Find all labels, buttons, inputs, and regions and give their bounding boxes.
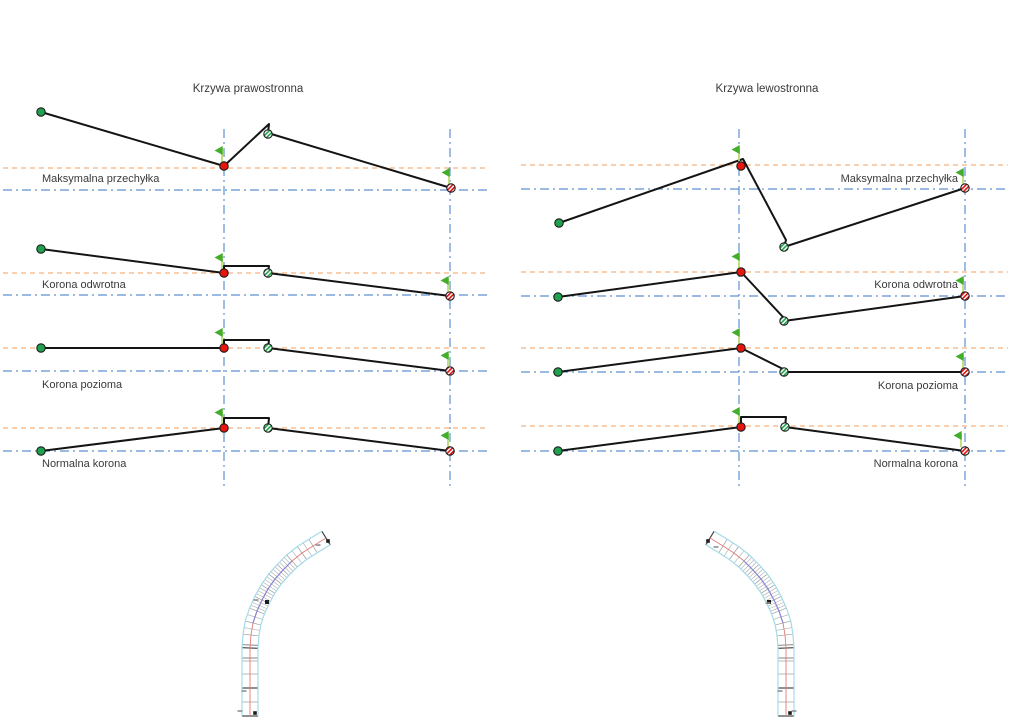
plan-edge-line bbox=[705, 544, 779, 716]
plan-centerline-curve-section bbox=[252, 560, 293, 624]
hatch-red-point-marker bbox=[960, 367, 970, 377]
red-point-marker bbox=[219, 268, 229, 278]
green-point-marker bbox=[36, 244, 46, 254]
green-point-marker bbox=[36, 343, 46, 353]
hatch-green-point-marker bbox=[263, 423, 273, 433]
red-point-marker bbox=[219, 423, 229, 433]
row-label-normal-crown-right-panel: Normalna korona bbox=[873, 458, 958, 470]
plan-end-station-marker bbox=[253, 711, 257, 715]
plan-end-station-marker bbox=[706, 539, 710, 543]
flag-icon bbox=[731, 407, 740, 416]
green-point-marker bbox=[553, 292, 563, 302]
green-point-marker bbox=[553, 367, 563, 377]
flag-icon bbox=[441, 168, 450, 177]
hatch-red-point-marker bbox=[445, 291, 455, 301]
row-label-normal-crown-left-panel: Normalna korona bbox=[42, 458, 127, 470]
green-point-marker bbox=[554, 218, 564, 228]
hatch-red-point-marker bbox=[445, 366, 455, 376]
flag-icon bbox=[440, 431, 449, 440]
row-label-max-cant-right-panel: Maksymalna przechyłka bbox=[840, 173, 958, 185]
flag-icon bbox=[731, 252, 740, 261]
panel-title-right-curve: Krzywa prawostronna bbox=[192, 83, 304, 95]
superelevation-line bbox=[40, 248, 451, 297]
flag-icon bbox=[955, 168, 964, 177]
hatch-green-point-marker bbox=[780, 422, 790, 432]
superelevation-line bbox=[40, 111, 452, 189]
superelevation-line bbox=[557, 347, 966, 373]
red-point-marker bbox=[736, 343, 746, 353]
row-label-level-crown-left-panel: Korona pozioma bbox=[42, 379, 123, 391]
red-point-marker bbox=[736, 422, 746, 432]
plan-microtext-mark bbox=[253, 599, 259, 601]
hatch-green-point-marker bbox=[263, 268, 273, 278]
plan-mid-station-marker bbox=[767, 600, 771, 604]
hatch-green-point-marker bbox=[263, 129, 273, 139]
plan-microtext-mark bbox=[237, 710, 243, 712]
flag-icon bbox=[440, 276, 449, 285]
hatch-red-point-marker bbox=[960, 291, 970, 301]
hatch-green-point-marker bbox=[779, 242, 789, 252]
red-point-marker bbox=[219, 161, 229, 171]
green-point-marker bbox=[36, 446, 46, 456]
plan-end-station-marker bbox=[326, 539, 330, 543]
flag-icon bbox=[955, 276, 964, 285]
panel-right-hand-curve bbox=[3, 107, 488, 486]
plan-edge-line bbox=[257, 544, 331, 716]
hatch-green-point-marker bbox=[263, 343, 273, 353]
flag-icon bbox=[214, 253, 223, 262]
flag-icon bbox=[214, 146, 223, 155]
hatch-red-point-marker bbox=[446, 183, 456, 193]
plan-mid-station-marker bbox=[265, 600, 269, 604]
red-point-marker bbox=[736, 267, 746, 277]
row-label-max-cant-left-panel: Maksymalna przechyłka bbox=[42, 173, 160, 185]
panel-title-left-curve: Krzywa lewostronna bbox=[715, 83, 819, 95]
flag-icon bbox=[214, 328, 223, 337]
plan-microtext-mark bbox=[713, 546, 719, 548]
hatch-red-point-marker bbox=[445, 446, 455, 456]
plan-view-left-hand-curve bbox=[705, 530, 797, 717]
superelevation-line bbox=[557, 416, 966, 452]
red-point-marker bbox=[736, 161, 746, 171]
hatch-green-point-marker bbox=[779, 316, 789, 326]
plan-edge-line bbox=[713, 530, 795, 716]
flag-icon bbox=[731, 328, 740, 337]
plan-microtext-mark bbox=[765, 602, 771, 604]
flag-icon bbox=[955, 352, 964, 361]
green-point-marker bbox=[36, 107, 46, 117]
superelevation-line bbox=[40, 417, 451, 452]
superelevation-line bbox=[558, 158, 966, 248]
superelevation-line bbox=[40, 339, 451, 372]
red-point-marker bbox=[219, 343, 229, 353]
flag-icon bbox=[214, 408, 223, 417]
row-label-reverse-crown-right-panel: Korona odwrotna bbox=[874, 279, 958, 291]
plan-microtext-mark bbox=[315, 544, 321, 546]
plan-edge-line bbox=[241, 530, 323, 716]
panel-left-hand-curve bbox=[521, 129, 1008, 486]
row-label-reverse-crown-left-panel: Korona odwrotna bbox=[42, 279, 126, 291]
flag-icon bbox=[953, 431, 962, 440]
hatch-green-point-marker bbox=[779, 367, 789, 377]
row-label-level-crown-right-panel: Korona pozioma bbox=[877, 380, 958, 392]
plan-microtext-mark bbox=[777, 690, 783, 692]
flag-icon bbox=[440, 351, 449, 360]
green-point-marker bbox=[553, 446, 563, 456]
flag-icon bbox=[731, 145, 740, 154]
plan-end-station-marker bbox=[788, 711, 792, 715]
hatch-red-point-marker bbox=[960, 183, 970, 193]
plan-centerline-curve-section bbox=[743, 560, 784, 624]
plan-microtext-mark bbox=[241, 690, 247, 692]
hatch-red-point-marker bbox=[960, 446, 970, 456]
plan-microtext-mark bbox=[791, 710, 797, 712]
plan-view-right-hand-curve bbox=[237, 530, 331, 717]
